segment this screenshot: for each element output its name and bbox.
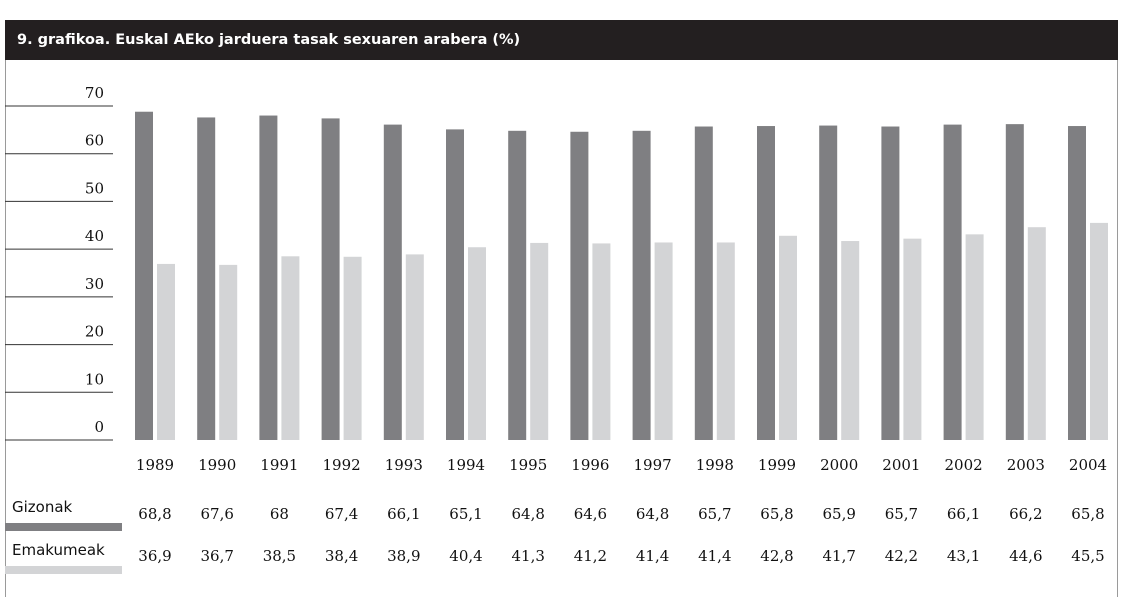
bar-gizonak — [259, 115, 278, 441]
bar-gizonak — [1005, 124, 1024, 440]
value-label-emakumeak: 41,4 — [636, 547, 669, 565]
bar-gizonak — [508, 130, 527, 440]
bar-gizonak — [632, 130, 651, 440]
value-label-emakumeak: 38,4 — [325, 547, 358, 565]
bar-emakumeak — [468, 247, 486, 440]
x-tick-label: 1994 — [447, 456, 485, 474]
y-tick-label: 60 — [85, 132, 104, 150]
bar-emakumeak — [965, 234, 984, 440]
value-label-gizonak: 65,7 — [885, 505, 918, 523]
bar-gizonak — [694, 126, 713, 440]
value-label-emakumeak: 41,2 — [574, 547, 607, 565]
value-label-gizonak: 65,1 — [449, 505, 482, 523]
value-label-emakumeak: 36,9 — [138, 547, 171, 565]
value-label-emakumeak: 41,3 — [511, 547, 544, 565]
x-tick-label: 2004 — [1069, 456, 1107, 474]
value-label-gizonak: 65,7 — [698, 505, 731, 523]
value-label-gizonak: 64,8 — [636, 505, 669, 523]
bar-emakumeak — [281, 256, 300, 440]
value-label-emakumeak: 43,1 — [947, 547, 980, 565]
y-tick-label: 30 — [85, 275, 104, 293]
x-tick-label: 1990 — [198, 456, 236, 474]
y-tick-label: 70 — [85, 84, 104, 102]
chart-title-bar: 9. grafikoa. Euskal AEko jarduera tasak … — [5, 20, 1118, 60]
x-tick-label: 1991 — [260, 456, 298, 474]
x-tick-label: 1992 — [323, 456, 361, 474]
x-tick-label: 1995 — [509, 456, 547, 474]
bar-emakumeak — [157, 263, 175, 440]
x-tick-label: 1997 — [634, 456, 672, 474]
x-tick-label: 1998 — [696, 456, 734, 474]
legend-label-gizonak: Gizonak — [12, 498, 73, 516]
value-label-emakumeak: 38,9 — [387, 547, 420, 565]
x-tick-label: 2001 — [882, 456, 920, 474]
bar-gizonak — [446, 129, 464, 440]
value-label-gizonak: 68,8 — [138, 505, 171, 523]
chart-frame — [5, 20, 1118, 597]
value-label-gizonak: 66,2 — [1009, 505, 1042, 523]
x-tick-label: 1996 — [571, 456, 609, 474]
bar-emakumeak — [592, 243, 611, 440]
y-tick-label: 0 — [94, 418, 104, 436]
bar-gizonak — [757, 126, 775, 440]
bar-emakumeak — [903, 238, 922, 440]
value-label-gizonak: 66,1 — [947, 505, 980, 523]
value-label-gizonak: 67,4 — [325, 505, 358, 523]
bar-gizonak — [321, 118, 340, 441]
value-label-emakumeak: 42,2 — [885, 547, 918, 565]
value-label-emakumeak: 38,5 — [263, 547, 296, 565]
bar-emakumeak — [779, 235, 797, 440]
value-label-gizonak: 68 — [270, 505, 289, 523]
value-label-emakumeak: 41,7 — [822, 547, 855, 565]
x-tick-label: 1989 — [136, 456, 174, 474]
bar-emakumeak — [219, 264, 238, 440]
bar-emakumeak — [1090, 222, 1108, 440]
bar-gizonak — [819, 125, 838, 440]
bar-gizonak — [135, 111, 153, 441]
value-label-emakumeak: 44,6 — [1009, 547, 1042, 565]
value-label-emakumeak: 41,4 — [698, 547, 731, 565]
bar-emakumeak — [530, 242, 549, 440]
y-tick-label: 50 — [85, 179, 104, 197]
bar-emakumeak — [405, 254, 424, 440]
value-label-emakumeak: 45,5 — [1071, 547, 1104, 565]
bar-gizonak — [1068, 126, 1086, 440]
y-tick-label: 10 — [85, 370, 104, 388]
y-tick-label: 20 — [85, 323, 104, 341]
legend-label-emakumeak: Emakumeak — [12, 541, 105, 559]
bar-gizonak — [943, 124, 962, 440]
chart-title: 9. grafikoa. Euskal AEko jarduera tasak … — [17, 32, 521, 48]
value-label-gizonak: 66,1 — [387, 505, 420, 523]
legend-swatch-emakumeak — [5, 566, 122, 574]
value-label-gizonak: 65,9 — [822, 505, 855, 523]
bar-emakumeak — [654, 242, 673, 440]
value-label-emakumeak: 42,8 — [760, 547, 793, 565]
legend-swatch-gizonak — [5, 523, 122, 531]
x-tick-label: 2003 — [1007, 456, 1045, 474]
value-label-emakumeak: 40,4 — [449, 547, 482, 565]
bar-emakumeak — [343, 256, 362, 440]
bar-gizonak — [570, 131, 589, 440]
value-label-gizonak: 65,8 — [760, 505, 793, 523]
bar-emakumeak — [1027, 227, 1046, 440]
value-label-gizonak: 65,8 — [1071, 505, 1104, 523]
y-tick-label: 40 — [85, 227, 104, 245]
bar-emakumeak — [716, 242, 735, 440]
bar-gizonak — [881, 126, 900, 440]
value-label-gizonak: 64,6 — [574, 505, 607, 523]
value-label-gizonak: 64,8 — [511, 505, 544, 523]
bar-gizonak — [197, 117, 216, 441]
bar-emakumeak — [841, 241, 860, 440]
x-tick-label: 2002 — [945, 456, 983, 474]
x-tick-label: 1999 — [758, 456, 796, 474]
bar-gizonak — [383, 124, 402, 440]
x-tick-label: 1993 — [385, 456, 423, 474]
value-label-gizonak: 67,6 — [200, 505, 233, 523]
x-tick-label: 2000 — [820, 456, 858, 474]
value-label-emakumeak: 36,7 — [200, 547, 233, 565]
